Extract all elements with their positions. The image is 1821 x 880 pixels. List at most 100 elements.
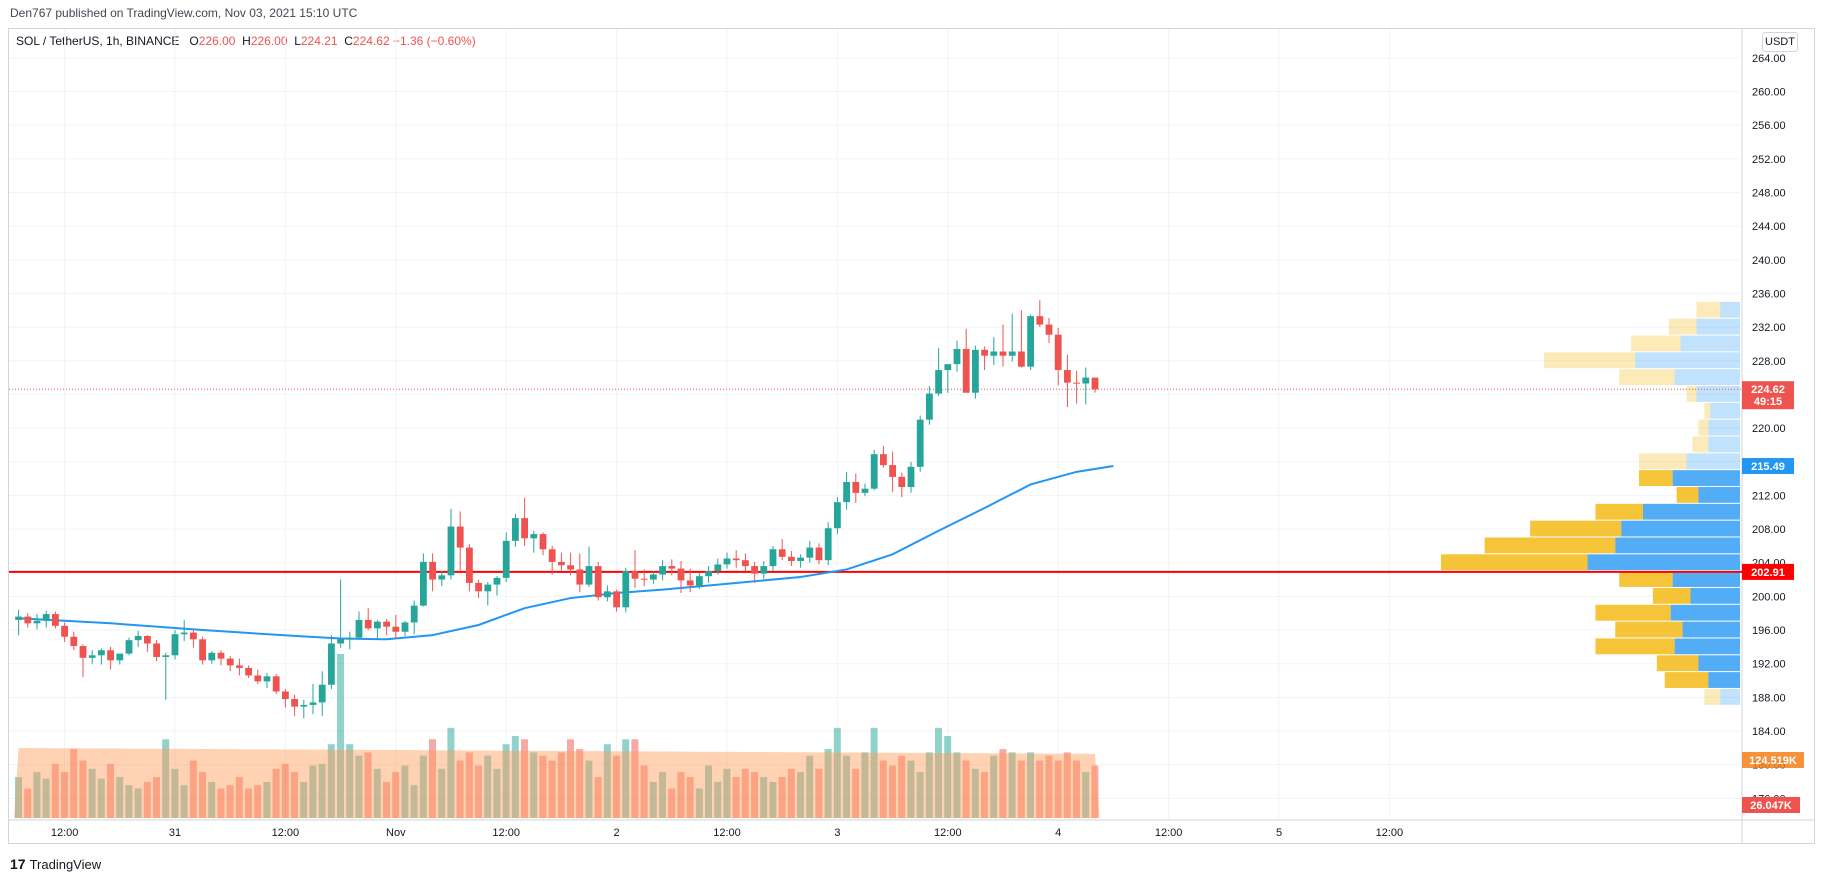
candle-body[interactable] (116, 653, 124, 661)
candle-body[interactable] (990, 351, 998, 356)
candle-body[interactable] (834, 502, 841, 529)
candle-body[interactable] (622, 571, 630, 608)
candle-body[interactable] (162, 655, 170, 657)
candle-body[interactable] (263, 676, 271, 682)
candle-body[interactable] (309, 702, 317, 705)
candle-body[interactable] (631, 571, 639, 579)
candle-body[interactable] (530, 534, 538, 539)
candle-body[interactable] (61, 625, 68, 637)
candle-body[interactable] (751, 566, 758, 574)
candle-body[interactable] (723, 558, 731, 565)
candle-body[interactable] (640, 578, 648, 580)
candle-body[interactable] (778, 549, 786, 557)
candle-body[interactable] (208, 652, 216, 661)
candle-body[interactable] (245, 667, 252, 676)
chart-frame[interactable] (8, 28, 1815, 844)
candle-body[interactable] (880, 454, 887, 466)
candle-body[interactable] (843, 481, 850, 503)
candle-body[interactable] (374, 621, 381, 629)
candle-body[interactable] (650, 574, 657, 580)
candle-body[interactable] (1054, 334, 1062, 371)
candle-body[interactable] (88, 655, 96, 658)
candle-body[interactable] (438, 575, 446, 580)
candle-body[interactable] (953, 348, 961, 365)
candle-body[interactable] (328, 643, 335, 685)
candle-body[interactable] (236, 665, 243, 668)
candle-body[interactable] (916, 419, 924, 467)
moving-average-line[interactable] (18, 464, 1114, 641)
candle-body[interactable] (272, 676, 280, 692)
candle-body[interactable] (79, 646, 87, 658)
candle-body[interactable] (134, 635, 142, 641)
candle-body[interactable] (1036, 316, 1044, 325)
candle-body[interactable] (788, 556, 795, 562)
candle-body[interactable] (815, 547, 823, 561)
candle-body[interactable] (282, 691, 289, 700)
candle-body[interactable] (852, 481, 860, 493)
candle-body[interactable] (686, 580, 694, 586)
candle-body[interactable] (364, 619, 372, 629)
candle-body[interactable] (962, 348, 970, 393)
candle-body[interactable] (383, 621, 390, 627)
candle-body[interactable] (337, 639, 344, 644)
candle-body[interactable] (475, 582, 482, 592)
candle-body[interactable] (705, 571, 712, 577)
candle-body[interactable] (585, 566, 593, 585)
candle-body[interactable] (1073, 382, 1080, 384)
candle-body[interactable] (769, 549, 777, 567)
candle-body[interactable] (199, 639, 206, 661)
candle-body[interactable] (42, 614, 50, 621)
candle-body[interactable] (696, 576, 703, 586)
candle-body[interactable] (1064, 370, 1071, 383)
candle-body[interactable] (558, 561, 565, 566)
candle-body[interactable] (502, 540, 510, 578)
candle-body[interactable] (300, 704, 308, 707)
candle-body[interactable] (521, 518, 528, 539)
candle-body[interactable] (484, 584, 492, 592)
candle-body[interactable] (15, 616, 22, 620)
candle-body[interactable] (742, 560, 749, 567)
candle-body[interactable] (107, 650, 114, 661)
candle-body[interactable] (1008, 351, 1016, 356)
candle-body[interactable] (70, 636, 78, 647)
candle-body[interactable] (171, 634, 179, 656)
candle-body[interactable] (1091, 377, 1099, 390)
candle-body[interactable] (153, 643, 160, 657)
candle-body[interactable] (254, 675, 262, 682)
candle-body[interactable] (797, 557, 804, 562)
candle-body[interactable] (1082, 377, 1090, 384)
candle-body[interactable] (98, 650, 105, 656)
candle-body[interactable] (318, 684, 326, 703)
candle-body[interactable] (392, 626, 400, 632)
candle-body[interactable] (889, 465, 896, 477)
candle-body[interactable] (1027, 316, 1034, 367)
candle-body[interactable] (144, 635, 151, 644)
candle-body[interactable] (456, 526, 464, 548)
candle-body[interactable] (226, 658, 234, 666)
candle-body[interactable] (999, 351, 1007, 356)
candle-body[interactable] (972, 349, 979, 393)
candle-body[interactable] (824, 528, 832, 561)
candle-body[interactable] (861, 488, 869, 493)
candle-body[interactable] (401, 622, 409, 632)
candle-body[interactable] (180, 632, 188, 635)
candle-body[interactable] (420, 561, 427, 606)
candle-body[interactable] (714, 564, 722, 572)
candle-body[interactable] (493, 577, 501, 585)
candle-body[interactable] (944, 364, 952, 371)
candle-body[interactable] (410, 605, 418, 623)
candle-body[interactable] (594, 566, 602, 598)
candle-body[interactable] (806, 547, 814, 558)
candle-body[interactable] (548, 549, 556, 562)
candle-body[interactable] (33, 620, 41, 624)
candle-body[interactable] (907, 466, 915, 487)
candle-body[interactable] (668, 566, 676, 569)
candle-body[interactable] (760, 566, 768, 574)
candle-body[interactable] (567, 565, 574, 570)
candle-body[interactable] (24, 616, 32, 624)
candle-body[interactable] (355, 619, 363, 638)
candle-body[interactable] (190, 632, 197, 640)
candle-body[interactable] (1045, 324, 1053, 335)
candle-body[interactable] (935, 370, 942, 394)
